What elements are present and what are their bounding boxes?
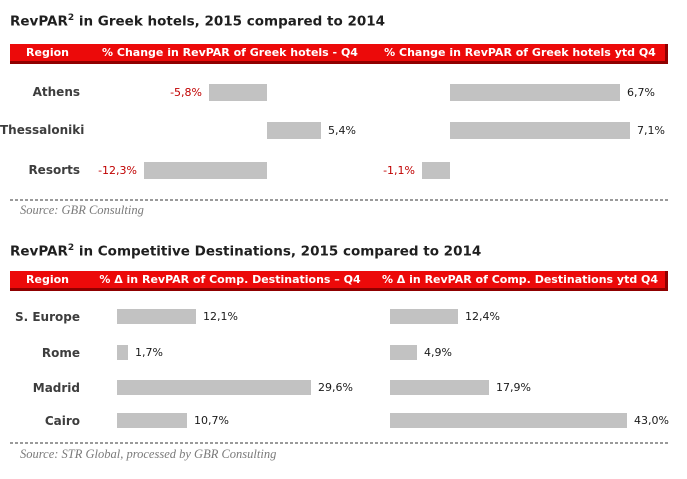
header-cell-q4: % Change in RevPAR of Greek hotels - Q4 [102, 46, 358, 59]
bar-q4 [117, 380, 311, 395]
value-label: -12,3% [98, 164, 137, 177]
region-label: Cairo [44, 414, 80, 428]
region-label: Thessaloniki [0, 123, 85, 137]
bar-ytd [390, 345, 417, 360]
value-label: 7,1% [637, 124, 665, 137]
title-text: RevPAR [10, 13, 68, 30]
header-cell-ytd: % Change in RevPAR of Greek hotels ytd Q… [384, 46, 656, 59]
value-label: 12,4% [465, 310, 500, 323]
dashed-divider [10, 442, 669, 444]
value-label: 43,0% [634, 414, 669, 427]
header-cell-region: Region [26, 46, 69, 59]
table-header-row: Region % Δ in RevPAR of Comp. Destinatio… [10, 271, 668, 291]
bar-ytd [422, 162, 450, 179]
bar-q4 [209, 84, 267, 101]
bar-ytd [390, 413, 627, 428]
bar-q4 [144, 162, 267, 179]
region-label: Resorts [28, 163, 80, 177]
value-label: 12,1% [203, 310, 238, 323]
header-cell-ytd: % Δ in RevPAR of Comp. Destinations ytd … [381, 273, 659, 286]
value-label: 5,4% [328, 124, 356, 137]
section-title: RevPAR2 in Greek hotels, 2015 compared t… [10, 10, 385, 30]
value-label: 6,7% [627, 86, 655, 99]
value-label: 1,7% [135, 346, 163, 359]
section-title: RevPAR2 in Competitive Destinations, 201… [10, 240, 481, 260]
bar-q4 [117, 345, 128, 360]
value-label: 10,7% [194, 414, 229, 427]
header-cell-region: Region [26, 273, 69, 286]
bar-q4 [117, 413, 187, 428]
bar-q4 [267, 122, 321, 139]
title-text: RevPAR [10, 243, 68, 260]
region-label: Rome [41, 346, 80, 360]
title-superscript: 2 [67, 243, 75, 253]
region-label: Madrid [32, 381, 80, 395]
source-note: Source: GBR Consulting [20, 203, 144, 217]
value-label: 17,9% [496, 381, 531, 394]
source-note: Source: STR Global, processed by GBR Con… [20, 447, 277, 461]
bar-ytd [450, 84, 620, 101]
title-superscript: 2 [67, 13, 75, 23]
header-cell-q4: % Δ in RevPAR of Comp. Destinations – Q4 [99, 273, 361, 286]
value-label: -1,1% [383, 164, 415, 177]
title-text-rest: in Competitive Destinations, 2015 compar… [74, 243, 482, 260]
bar-q4 [117, 309, 196, 324]
bar-ytd [390, 380, 489, 395]
region-label: S. Europe [14, 310, 80, 324]
region-label: Athens [32, 85, 80, 99]
dashed-divider [10, 199, 669, 201]
table-header-row: Region % Change in RevPAR of Greek hotel… [10, 44, 668, 64]
value-label: -5,8% [170, 86, 202, 99]
title-text-rest: in Greek hotels, 2015 compared to 2014 [74, 13, 386, 30]
bar-ytd [450, 122, 630, 139]
bar-ytd [390, 309, 458, 324]
value-label: 4,9% [424, 346, 452, 359]
value-label: 29,6% [318, 381, 353, 394]
